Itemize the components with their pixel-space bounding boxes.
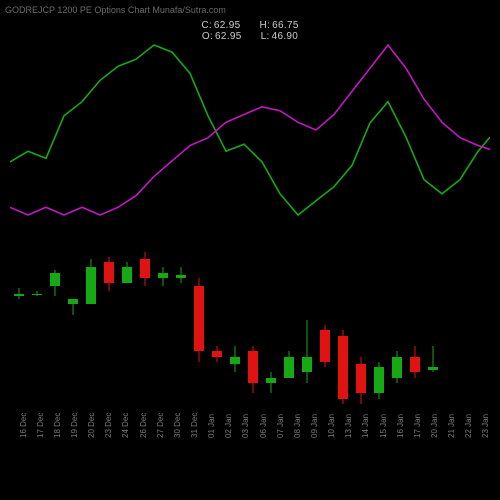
chart-title: GODREJCP 1200 PE Options Chart Munafa/Su… [5, 5, 226, 15]
candle [158, 40, 168, 430]
candle [410, 40, 420, 430]
ohlc-c-value: 62.95 [214, 20, 241, 31]
candle [428, 40, 438, 430]
candle [50, 40, 60, 430]
candle-area [10, 40, 490, 430]
candle [248, 40, 258, 430]
candle [140, 40, 150, 430]
candle [302, 40, 312, 430]
ohlc-readout: C:62.95 H:66.75 O:62.95 L:46.90 [0, 20, 500, 42]
candle [212, 40, 222, 430]
candle [338, 40, 348, 430]
candle [194, 40, 204, 430]
plot-area [10, 40, 490, 430]
candle [68, 40, 78, 430]
chart-root: GODREJCP 1200 PE Options Chart Munafa/Su… [0, 0, 500, 500]
ohlc-h-label: H: [260, 20, 271, 31]
candle [230, 40, 240, 430]
candle [32, 40, 42, 430]
candle [86, 40, 96, 430]
ohlc-h-value: 66.75 [272, 20, 299, 31]
candle [356, 40, 366, 430]
candle [176, 40, 186, 430]
x-tick: 23 Jan [481, 414, 500, 438]
candle [320, 40, 330, 430]
candle [374, 40, 384, 430]
candle [284, 40, 294, 430]
ohlc-c-label: C: [201, 20, 212, 31]
x-axis: 16 Dec17 Dec18 Dec19 Dec20 Dec23 Dec24 D… [10, 430, 490, 500]
candle [266, 40, 276, 430]
candle [392, 40, 402, 430]
candle [122, 40, 132, 430]
candle [14, 40, 24, 430]
candle [104, 40, 114, 430]
